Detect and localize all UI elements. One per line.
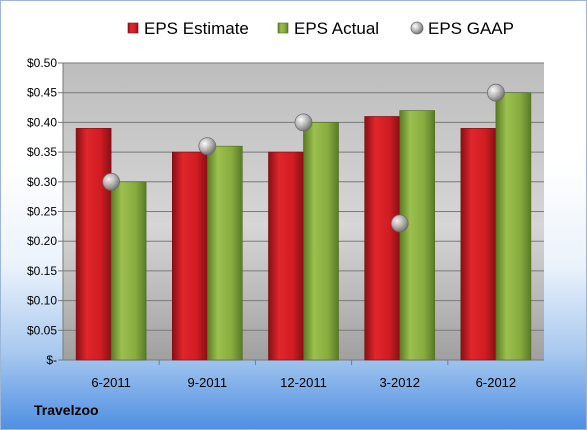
x-tick-label: 12-2011 <box>280 375 327 390</box>
legend-swatch-1 <box>277 22 289 34</box>
eps-estimate-bar-9-2011 <box>172 151 208 361</box>
y-tick-label: $0.10 <box>27 294 57 308</box>
legend-swatch-2 <box>410 21 424 35</box>
y-tick-label: $0.25 <box>27 205 57 219</box>
x-tick-label: 6-2011 <box>91 375 131 390</box>
y-tick-label: $0.40 <box>27 115 57 129</box>
eps-gaap-point-6-2011 <box>102 172 120 191</box>
y-tick-label: $0.45 <box>27 86 57 100</box>
legend-label-0: EPS Estimate <box>144 19 249 38</box>
eps-gaap-point-9-2011 <box>198 137 217 156</box>
y-tick-label: $0.15 <box>27 264 57 278</box>
eps-estimate-bar-6-2012 <box>460 128 497 361</box>
company-name: Travelzoo <box>34 402 99 418</box>
legend-label-1: EPS Actual <box>294 19 379 38</box>
x-tick-label: 9-2011 <box>188 375 228 390</box>
eps-estimate-bar-12-2011 <box>268 151 304 361</box>
eps-actual-bar-6-2012 <box>495 92 532 361</box>
eps-estimate-bar-6-2011 <box>75 128 112 361</box>
legend: EPS Estimate EPS Actual EPS GAAP <box>127 19 514 38</box>
eps-gaap-point-3-2012 <box>390 214 409 233</box>
eps-actual-bar-12-2011 <box>303 122 339 361</box>
x-tick-label: 3-2012 <box>379 375 419 390</box>
y-tick-label: $0.35 <box>27 145 57 159</box>
y-tick-label: $0.20 <box>27 234 57 248</box>
eps-actual-bar-3-2012 <box>399 110 436 361</box>
y-tick-label: $0.50 <box>27 56 57 70</box>
y-tick-label: $0.05 <box>27 323 57 337</box>
eps-estimate-bar-3-2012 <box>364 116 401 361</box>
gaap-points <box>102 83 505 233</box>
y-axis-ticks: $- $0.05 $0.10 $0.15 $0.20 $0.25 $0.30 $0.35 $0.… <box>27 56 57 367</box>
legend-swatch-0 <box>127 22 139 34</box>
eps-gaap-point-6-2012 <box>486 83 505 102</box>
x-axis-ticks: 6-2011 9-2011 12-2011 3-2012 6-2012 <box>91 375 516 390</box>
bars <box>75 92 532 361</box>
y-tick-label: $0.30 <box>27 175 57 189</box>
eps-gaap-point-12-2011 <box>294 113 313 132</box>
legend-label-2: EPS GAAP <box>428 19 514 38</box>
y-tick-label: $- <box>46 353 57 367</box>
eps-actual-bar-6-2011 <box>110 181 147 361</box>
eps-actual-bar-9-2011 <box>207 145 243 361</box>
x-tick-label: 6-2012 <box>476 375 516 390</box>
